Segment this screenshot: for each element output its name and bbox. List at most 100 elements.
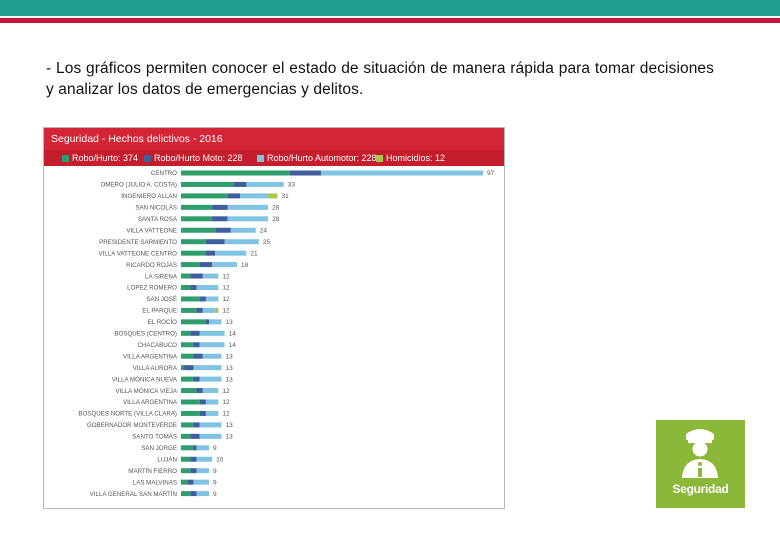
legend-swatch (376, 155, 383, 162)
bar-segment-series-0 (181, 445, 194, 451)
total-data-label: 9 (213, 479, 217, 486)
category-label: CENTRO (151, 170, 177, 177)
bar-segment-series-0 (181, 273, 191, 279)
total-data-label: 13 (225, 434, 233, 441)
bar-segment-series-0 (181, 204, 213, 210)
bar-segment-series-2 (202, 273, 219, 279)
bar-segment-series-1 (187, 479, 194, 485)
bar-segment-series-2 (196, 491, 210, 497)
bar-segment-series-0 (181, 468, 191, 474)
bar-chart-plot: CENTRO 97 OMERO (JULIO A. COSTA) 33 INGENIER… (78, 170, 494, 498)
bar-segment-series-2 (227, 216, 269, 222)
category-label: SAN JORGE (141, 445, 177, 452)
bar-segment-series-1 (215, 227, 231, 233)
bar-segment-series-0 (181, 319, 206, 325)
bar-segment-series-2 (205, 296, 219, 302)
bar-segment-series-0 (181, 365, 185, 371)
total-data-label: 13 (225, 376, 233, 383)
bar-segment-series-3 (215, 307, 219, 313)
category-label: VILLA MÓNICA NUEVA (112, 376, 178, 383)
category-label: CHACABUCO (137, 342, 177, 349)
total-data-label: 28 (272, 205, 280, 212)
bar-segment-series-1 (193, 353, 203, 359)
bar-segment-series-2 (202, 353, 222, 359)
bar-segment-series-0 (181, 239, 206, 245)
bar-segment-series-1 (199, 296, 206, 302)
bar-segment-series-1 (190, 433, 200, 439)
total-data-label: 12 (222, 308, 230, 315)
bar-segment-series-1 (190, 273, 203, 279)
category-label: SANTA ROSA (138, 216, 178, 223)
bar-segment-series-2 (196, 468, 210, 474)
bar-segment-series-2 (196, 285, 219, 290)
bar-segment-series-0 (181, 296, 200, 302)
total-data-label: 28 (272, 216, 280, 223)
total-data-label: 21 (250, 250, 258, 257)
category-label: BOSQUES NORTE (VILLA CLARA) (78, 411, 177, 418)
chart-panel: Seguridad - Hechos delictivos - 2016 Rob… (44, 128, 504, 508)
bar-segment-series-2 (205, 410, 219, 416)
total-data-label: 13 (225, 319, 233, 326)
bar-segment-series-1 (289, 170, 322, 176)
total-data-label: 24 (260, 227, 268, 234)
total-data-label: 14 (229, 331, 237, 338)
bar-segment-series-0 (181, 262, 200, 268)
total-data-label: 12 (222, 296, 230, 303)
total-data-label: 9 (213, 468, 217, 475)
bar-segment-series-0 (181, 388, 197, 394)
bar-segment-series-2 (196, 456, 213, 462)
bar-segment-series-0 (181, 456, 191, 462)
category-label: RICARDO ROJAS (126, 262, 177, 269)
category-label: MARTÍN FIERRO (128, 468, 177, 475)
total-data-label: 14 (229, 342, 237, 349)
bar-segment-series-0 (181, 479, 188, 485)
category-label: VILLA ARGENTINA (123, 399, 178, 406)
bar-segment-series-1 (193, 342, 200, 348)
total-data-label: 25 (263, 239, 271, 246)
bar-segment-series-1 (190, 456, 197, 462)
bar-segment-series-1 (227, 193, 241, 199)
total-data-label: 13 (225, 365, 233, 372)
legend-swatch (257, 155, 264, 162)
legend-label: Robo/Hurto Automotor: 228 (267, 153, 377, 163)
bar-segment-series-2 (209, 319, 222, 325)
security-guard-icon (682, 429, 718, 478)
bar-segment-series-2 (199, 330, 225, 336)
total-data-label: 12 (222, 411, 230, 418)
bar-segment-series-0 (181, 307, 197, 313)
bar-segment-series-0 (181, 181, 234, 187)
bar-segment-series-1 (190, 491, 197, 497)
bar-segment-series-1 (193, 445, 197, 451)
bar-segment-series-1 (233, 181, 247, 187)
category-label: OMERO (JULIO A. COSTA) (100, 182, 177, 189)
category-label: SAN JOSÉ (146, 296, 177, 303)
bar-segment-series-0 (181, 170, 290, 176)
bar-segment-series-0 (181, 250, 206, 256)
total-data-label: 13 (225, 353, 233, 360)
legend-swatch (62, 155, 69, 162)
bar-segment-series-2 (193, 479, 210, 485)
category-label: GOBERNADOR MONTEVERDE (87, 422, 177, 429)
bar-segment-series-0 (181, 353, 194, 359)
category-label: LA SIRENA (145, 273, 178, 280)
category-label: VILLA MÓNICA VIEJA (115, 388, 177, 395)
category-label: SANTO TOMÁS (132, 434, 177, 441)
total-data-label: 33 (288, 182, 296, 189)
category-label: VILLA VATTEONE (126, 227, 177, 234)
chart-title: Seguridad - Hechos delictivos - 2016 (44, 128, 504, 150)
bar-segment-series-2 (199, 342, 225, 348)
bar-segment-series-1 (212, 216, 228, 222)
bar-segment-series-2 (224, 239, 259, 245)
bar-segment-series-1 (193, 376, 200, 382)
bar-segment-series-2 (196, 445, 210, 451)
bar-segment-series-1 (199, 399, 206, 405)
bar-segment-series-1 (199, 262, 213, 268)
category-label: PRESIDENTE SARMIENTO (99, 239, 177, 246)
bar-segment-series-2 (205, 399, 219, 405)
bar-segment-series-0 (181, 342, 194, 348)
total-data-label: 9 (213, 445, 217, 452)
bar-segment-series-2 (202, 388, 219, 394)
category-label: VILLA ARGENTINA (123, 353, 178, 360)
legend-label: Robo/Hurto: 374 (72, 153, 139, 163)
top-red-band (0, 18, 780, 23)
